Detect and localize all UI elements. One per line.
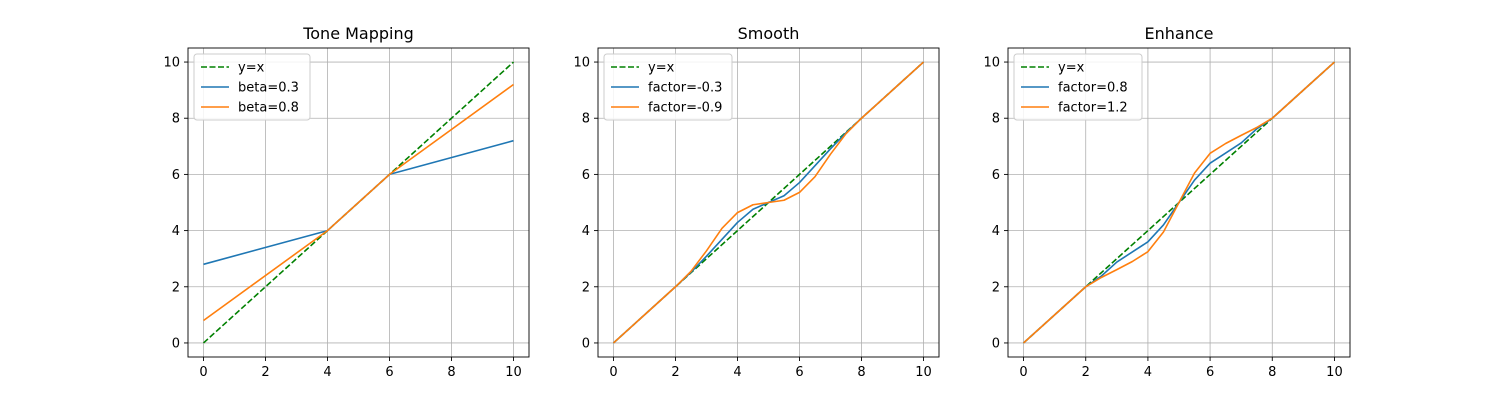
subplot-1: 0 2 4 6 8 10 0 2 4 6 8 10 Smooth y=x factor=-0.3 factor… (573, 24, 940, 380)
y-tick-label: 6 (172, 168, 180, 183)
x-tick-label: 0 (1019, 365, 1027, 380)
x-tick-label: 2 (671, 365, 679, 380)
subplot-0: 0 2 4 6 8 10 0 2 4 6 8 10 Tone Mapping y=x beta=0.3 bet… (163, 24, 530, 380)
legend-box (1013, 53, 1143, 121)
legend-label: beta=0.8 (238, 101, 299, 116)
y-tick-label: 10 (573, 56, 590, 71)
axes-frame (187, 47, 530, 358)
legend: y=x factor=-0.3 factor=-0.9 (603, 53, 733, 121)
y-tick-label: 2 (172, 280, 180, 295)
series-line-2 (1023, 61, 1335, 344)
subplot-2: 0 2 4 6 8 10 0 2 4 6 8 10 Enhance y=x factor=0.8 factor… (983, 24, 1351, 380)
legend-label: y=x (238, 61, 265, 76)
legend-label: factor=0.8 (1058, 81, 1128, 96)
x-tick-label: 10 (1326, 365, 1343, 380)
axes-frame (597, 47, 940, 358)
x-tick-label: 8 (1268, 365, 1276, 380)
legend-box (193, 53, 311, 121)
x-tick-label: 4 (733, 365, 741, 380)
chart-title: Enhance (1145, 24, 1214, 43)
legend-label: factor=-0.3 (648, 81, 722, 96)
y-tick-label: 2 (992, 280, 1000, 295)
y-tick-label: 10 (983, 56, 1000, 71)
x-tick-label: 0 (199, 365, 207, 380)
x-tick-label: 10 (505, 365, 522, 380)
legend-label: factor=1.2 (1058, 101, 1128, 116)
y-tick-label: 6 (582, 168, 590, 183)
x-tick-label: 2 (261, 365, 269, 380)
x-tick-label: 6 (385, 365, 393, 380)
legend-label: y=x (648, 61, 675, 76)
series-line-2 (203, 83, 514, 322)
chart-title: Smooth (738, 24, 800, 43)
y-tick-label: 4 (582, 224, 590, 239)
x-tick-label: 2 (1082, 365, 1090, 380)
y-tick-label: 4 (172, 224, 180, 239)
x-tick-label: 6 (1206, 365, 1214, 380)
y-tick-label: 10 (163, 56, 180, 71)
y-tick-label: 8 (172, 112, 180, 127)
x-tick-label: 4 (1144, 365, 1152, 380)
legend-box (603, 53, 733, 121)
legend-label: y=x (1058, 61, 1085, 76)
x-tick-label: 6 (795, 365, 803, 380)
legend-label: factor=-0.9 (648, 101, 722, 116)
y-tick-label: 0 (582, 336, 590, 351)
x-tick-label: 8 (447, 365, 455, 380)
y-tick-label: 8 (992, 112, 1000, 127)
y-tick-label: 6 (992, 168, 1000, 183)
series-line-2 (612, 61, 925, 344)
legend: y=x factor=0.8 factor=1.2 (1013, 53, 1143, 121)
y-tick-label: 4 (992, 224, 1000, 239)
y-tick-label: 0 (172, 336, 180, 351)
x-tick-label: 10 (915, 365, 932, 380)
y-tick-label: 2 (582, 280, 590, 295)
x-tick-label: 8 (857, 365, 865, 380)
legend: y=x beta=0.3 beta=0.8 (193, 53, 311, 121)
axes-frame (1007, 47, 1351, 358)
y-tick-label: 8 (582, 112, 590, 127)
legend-label: beta=0.3 (238, 81, 299, 96)
chart-title: Tone Mapping (302, 24, 414, 43)
x-tick-label: 0 (609, 365, 617, 380)
x-tick-label: 4 (323, 365, 331, 380)
y-tick-label: 0 (992, 336, 1000, 351)
